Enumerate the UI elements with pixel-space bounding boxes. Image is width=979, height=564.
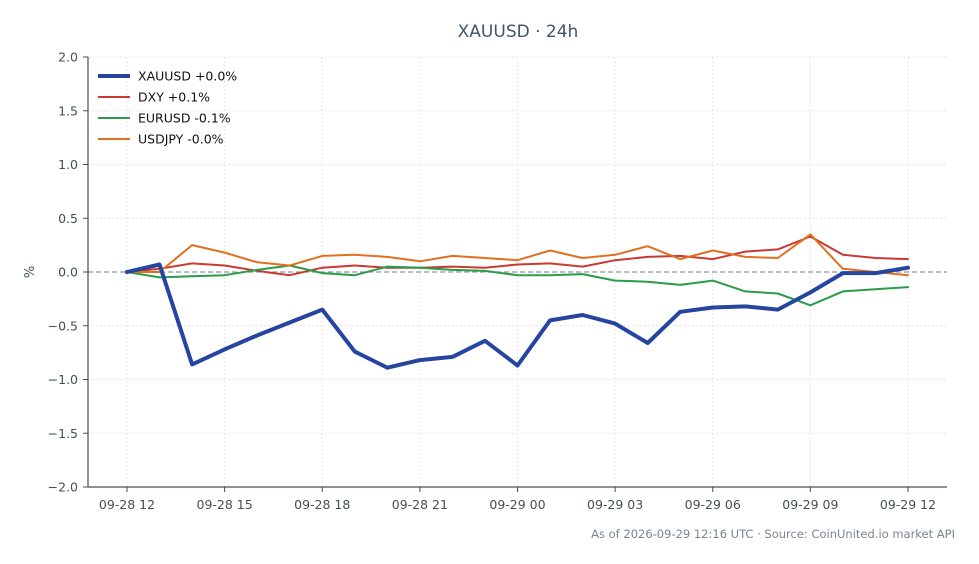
x-tick-label: 09-28 12 xyxy=(99,497,155,512)
y-axis-title: % xyxy=(23,266,38,278)
chart-title: XAUUSD · 24h xyxy=(458,22,579,42)
y-tick-label: 1.5 xyxy=(58,103,78,118)
series-line-usdjpy xyxy=(126,233,909,277)
legend-label-eurusd: EURUSD -0.1% xyxy=(138,111,231,126)
y-tick-label: −1.5 xyxy=(48,426,78,441)
y-tick-label: −1.0 xyxy=(48,372,78,387)
y-tick-label: 0.0 xyxy=(58,265,78,280)
axis-layer: 2.0 1.5 1.0 0.5 0.0 −0.5 −1.0 −1.5 −2.0 09-28 12 0… xyxy=(48,50,947,512)
x-tick-label: 09-28 15 xyxy=(197,497,253,512)
source-footer: As of 2026-09-29 12:16 UTC · Source: Coi… xyxy=(591,527,955,541)
y-tick-label: 2.0 xyxy=(58,50,78,65)
x-tick-label: 09-28 21 xyxy=(392,497,448,512)
legend-label-xauusd: XAUUSD +0.0% xyxy=(138,69,237,84)
x-tick-label: 09-29 03 xyxy=(587,497,643,512)
legend-label-usdjpy: USDJPY -0.0% xyxy=(138,132,224,147)
y-tick-label: 1.0 xyxy=(58,157,78,172)
legend: XAUUSD +0.0% DXY +0.1% EURUSD -0.1% USDJPY … xyxy=(98,69,237,147)
y-tick-label: −2.0 xyxy=(48,480,78,495)
x-tick-label: 09-29 09 xyxy=(782,497,838,512)
y-tick-label: 0.5 xyxy=(58,211,78,226)
x-tick-label: 09-29 06 xyxy=(685,497,741,512)
series-line-xauusd xyxy=(125,262,910,370)
series-line-eurusd xyxy=(126,264,909,307)
x-tick-label: 09-29 00 xyxy=(489,497,545,512)
legend-label-dxy: DXY +0.1% xyxy=(138,90,210,105)
x-tick-label: 09-28 18 xyxy=(294,497,350,512)
x-tick-label: 09-29 12 xyxy=(880,497,936,512)
grid-layer xyxy=(88,56,947,488)
y-tick-label: −0.5 xyxy=(48,318,78,333)
series-layer xyxy=(125,233,910,370)
